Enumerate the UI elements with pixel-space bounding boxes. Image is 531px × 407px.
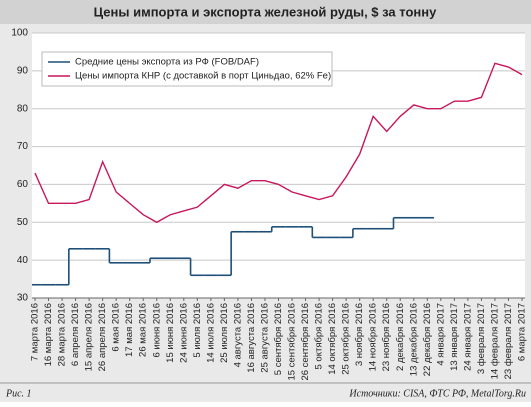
x-tick-label: 14 июля 2016 (205, 303, 216, 363)
legend-label: Средние цены экспорта из РФ (FOB/DAF) (75, 57, 259, 68)
legend-label: Цены импорта КНР (с доставкой в порт Цин… (75, 71, 331, 82)
x-tick-label: 3 февраля 2017 (476, 303, 487, 374)
x-tick-label: 28 марта 2016 (57, 303, 68, 366)
x-tick-label: 2 декабря 2016 (395, 303, 406, 371)
legend-box (41, 51, 333, 87)
x-tick-label: 3 ноября 2016 (354, 303, 365, 366)
x-tick-label: 13 декабря 2016 (408, 303, 419, 376)
y-tick-label: 40 (17, 255, 29, 266)
y-tick-label: 80 (17, 103, 29, 114)
y-tick-label: 90 (17, 65, 29, 76)
x-tick-label: 16 марта 2016 (43, 303, 54, 366)
series-line (34, 62, 523, 224)
x-tick-label: 6 июня 2016 (151, 303, 162, 358)
x-tick-label: 5 сентября 2016 (273, 303, 284, 375)
y-tick-label: 70 (17, 141, 29, 152)
chart-title: Цены импорта и экспорта железной руды, $… (94, 4, 437, 19)
x-tick-label: 25 октября 2016 (341, 303, 352, 375)
x-tick-label: 6 мая 2016 (111, 303, 122, 352)
x-tick-label: 6 апреля 2016 (70, 303, 81, 366)
x-tick-label: 5 октября 2016 (314, 303, 325, 370)
source: Источники: CISA, ФТС РФ, MetalTorg.Ru (348, 388, 526, 399)
y-tick-label: 100 (11, 28, 28, 39)
x-tick-label: 26 сентября 2016 (300, 303, 311, 381)
x-tick-label: 7 марта 2016 (30, 303, 41, 361)
y-tick-label: 60 (17, 179, 29, 190)
x-tick-label: 26 мая 2016 (138, 303, 149, 357)
x-tick-label: 4 января 2017 (435, 303, 446, 366)
x-tick-label: 25 июля 2016 (219, 303, 230, 363)
figure-label: Рис. 1 (5, 388, 32, 399)
x-tick-label: 13 января 2017 (449, 303, 460, 371)
title-band (0, 0, 531, 24)
x-tick-label: 15 июня 2016 (165, 303, 176, 363)
x-tick-label: 24 июня 2016 (178, 303, 189, 363)
x-tick-label: 17 мая 2016 (124, 303, 135, 357)
x-tick-label: 5 июля 2016 (192, 303, 203, 358)
x-tick-label: 16 августа 2016 (246, 303, 257, 373)
x-tick-label: 24 января 2017 (462, 303, 473, 371)
x-tick-label: 15 сентября 2016 (287, 303, 298, 381)
x-tick-label: 26 апреля 2016 (97, 303, 108, 371)
x-tick-label: 14 февраля 2017 (489, 303, 500, 379)
x-tick-label: 14 ноября 2016 (368, 303, 379, 371)
x-tick-label: 4 августа 2016 (232, 303, 243, 367)
y-tick-label: 50 (17, 217, 29, 228)
x-tick-label: 15 апреля 2016 (84, 303, 95, 371)
x-tick-label: 23 ноября 2016 (381, 303, 392, 371)
x-tick-label: 25 августа 2016 (259, 303, 270, 373)
x-tick-label: 14 октября 2016 (327, 303, 338, 375)
y-tick-label: 30 (17, 293, 29, 304)
x-tick-label: 22 декабря 2016 (422, 303, 433, 376)
x-tick-label: 23 февраля 2017 (503, 303, 514, 379)
x-tick-label: 6 марта 2017 (517, 303, 528, 361)
